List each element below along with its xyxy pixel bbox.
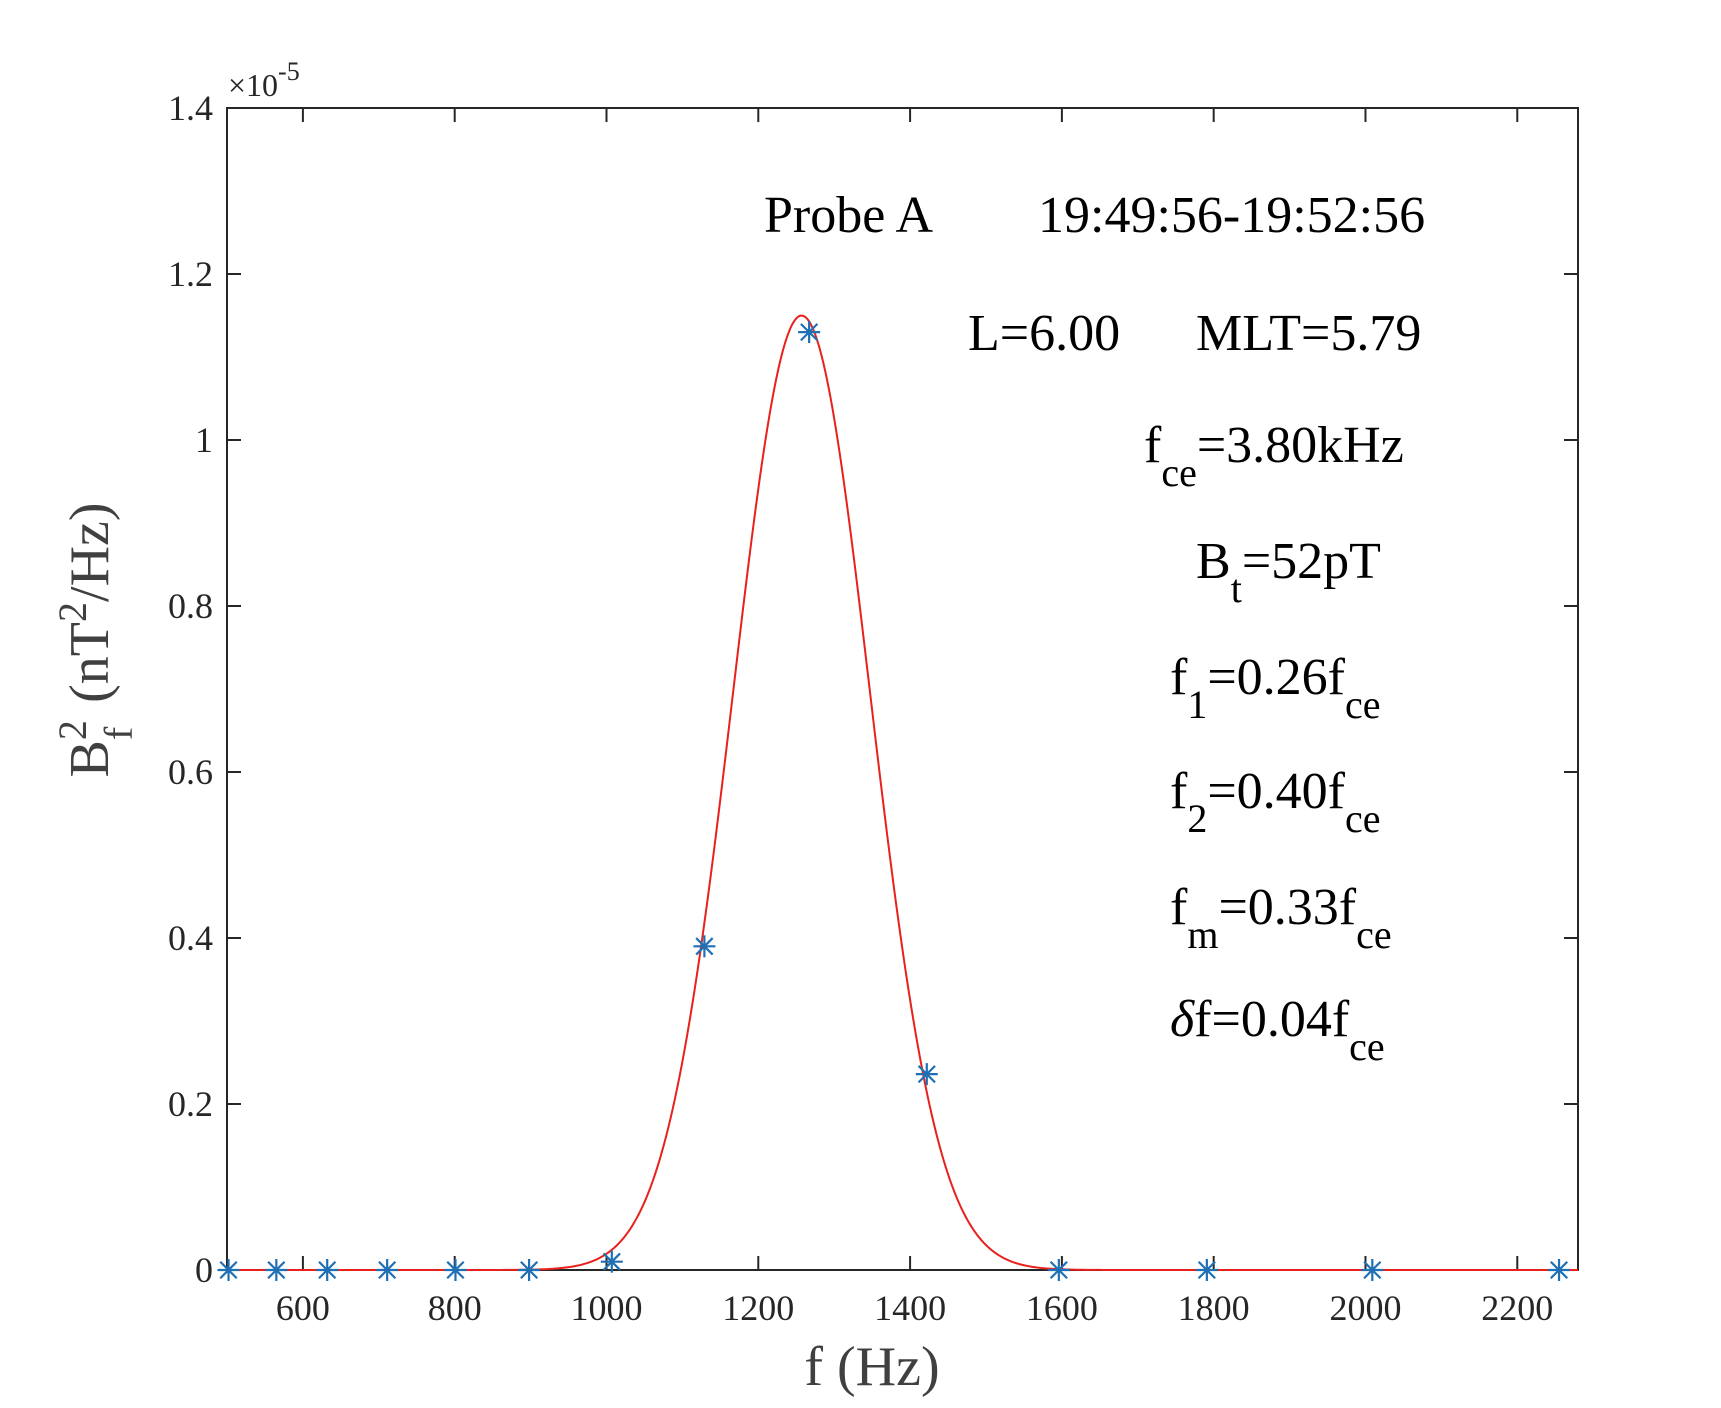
annotation-f1: f1=0.26fce bbox=[1170, 649, 1381, 727]
annotation-probe: Probe A bbox=[764, 187, 933, 244]
data-point bbox=[915, 1063, 938, 1086]
y-axis-label: B2f(nT2/Hz) bbox=[50, 502, 141, 777]
annotation-fce: fce=3.80kHz bbox=[1144, 417, 1404, 495]
annotation-f1-rest: =0.26f bbox=[1207, 649, 1345, 706]
y-tick-label: 0.8 bbox=[168, 586, 213, 626]
data-point bbox=[1548, 1259, 1571, 1281]
y-exponent-base: ×10 bbox=[228, 67, 278, 103]
annotation-f2: f2=0.40fce bbox=[1170, 763, 1381, 841]
annotation-fce-main: f bbox=[1144, 417, 1162, 474]
data-point-stroke bbox=[602, 1252, 621, 1271]
annotation-L: L=6.00 bbox=[968, 305, 1120, 362]
annotation-Bt-rest: =52pT bbox=[1242, 533, 1381, 590]
y-tick-label: 0 bbox=[195, 1250, 213, 1290]
tick-labels-group: 600 800 1000 1200 1400 1600 1800 2000 2200 0 0.2 0.… bbox=[168, 88, 1553, 1328]
data-point-stroke bbox=[219, 1260, 238, 1280]
annotation-time: 19:49:56-19:52:56 bbox=[1038, 187, 1425, 244]
y-exponent-label: ×10-5 bbox=[228, 57, 300, 103]
annotation-Bt-sub: t bbox=[1231, 566, 1242, 611]
annotation-f1-sub: 1 bbox=[1187, 682, 1207, 727]
x-tick-label: 600 bbox=[276, 1288, 330, 1328]
data-point-stroke bbox=[446, 1260, 465, 1280]
data-point-stroke bbox=[1363, 1260, 1382, 1280]
x-tick-label: 2200 bbox=[1481, 1288, 1553, 1328]
x-tick-label: 1000 bbox=[570, 1288, 642, 1328]
annotation-fce-sub: ce bbox=[1161, 450, 1197, 495]
y-axis-label-unit-b: /Hz) bbox=[59, 502, 121, 602]
data-point bbox=[1047, 1259, 1070, 1281]
data-point bbox=[444, 1259, 467, 1281]
y-tick-label: 1.2 bbox=[168, 254, 213, 294]
data-point-stroke bbox=[267, 1260, 286, 1280]
annotation-df-sub2: ce bbox=[1349, 1024, 1385, 1069]
data-point bbox=[518, 1259, 541, 1281]
data-markers-group bbox=[217, 321, 1571, 1281]
annotation-Bt: Bt=52pT bbox=[1196, 533, 1381, 611]
annotation-fm-sub: m bbox=[1187, 912, 1218, 957]
annotation-df: δf=0.04fce bbox=[1170, 991, 1385, 1069]
x-tick-label: 1400 bbox=[874, 1288, 946, 1328]
data-point-stroke bbox=[520, 1260, 539, 1280]
y-tick-label: 0.6 bbox=[168, 752, 213, 792]
data-point bbox=[1361, 1259, 1384, 1281]
data-point bbox=[798, 321, 821, 344]
annotation-f2-rest: =0.40f bbox=[1207, 763, 1345, 820]
data-point-stroke bbox=[1550, 1260, 1569, 1280]
annotation-fm: fm=0.33fce bbox=[1170, 879, 1392, 957]
data-point-stroke bbox=[695, 937, 714, 956]
x-tick-label: 1200 bbox=[722, 1288, 794, 1328]
y-axis-label-exp: 2 bbox=[50, 720, 95, 740]
y-tick-label: 1.4 bbox=[168, 88, 213, 128]
data-point-stroke bbox=[378, 1260, 397, 1280]
y-exponent-power: -5 bbox=[278, 57, 300, 86]
x-tick-label: 2000 bbox=[1329, 1288, 1401, 1328]
x-tick-label: 1600 bbox=[1026, 1288, 1098, 1328]
annotation-fm-rest: =0.33f bbox=[1218, 879, 1356, 936]
x-tick-label: 1800 bbox=[1178, 1288, 1250, 1328]
svg-text:B2f(nT2/Hz): B2f(nT2/Hz) bbox=[50, 502, 141, 777]
y-axis-label-unit-exp: 2 bbox=[50, 602, 95, 622]
data-point-stroke bbox=[800, 323, 819, 342]
annotation-fm-sub2: ce bbox=[1356, 912, 1392, 957]
y-tick-label: 0.2 bbox=[168, 1084, 213, 1124]
data-point bbox=[316, 1259, 339, 1281]
y-tick-label: 0.4 bbox=[168, 918, 213, 958]
data-point bbox=[265, 1259, 288, 1281]
annotation-f2-main: f bbox=[1170, 763, 1188, 820]
annotation-df-rest: f=0.04f bbox=[1194, 991, 1350, 1048]
annotation-f1-sub2: ce bbox=[1345, 682, 1381, 727]
y-axis-label-unit-a: (nT bbox=[59, 622, 121, 703]
data-point bbox=[217, 1259, 240, 1281]
x-axis-label: f (Hz) bbox=[804, 1336, 939, 1398]
x-tick-label: 800 bbox=[428, 1288, 482, 1328]
data-point bbox=[600, 1250, 623, 1273]
annotation-f2-sub: 2 bbox=[1187, 796, 1207, 841]
axes-box bbox=[226, 107, 1579, 1271]
annotation-fce-rest: =3.80kHz bbox=[1197, 417, 1404, 474]
y-axis-label-main: B bbox=[59, 740, 121, 777]
annotation-f2-sub2: ce bbox=[1345, 796, 1381, 841]
data-point bbox=[1195, 1259, 1218, 1281]
data-point bbox=[376, 1259, 399, 1281]
data-point-stroke bbox=[917, 1065, 936, 1084]
annotation-MLT: MLT=5.79 bbox=[1196, 305, 1421, 362]
data-point-stroke bbox=[1197, 1260, 1216, 1280]
annotation-Bt-main: B bbox=[1196, 533, 1231, 590]
annotation-fm-main: f bbox=[1170, 879, 1188, 936]
y-axis-label-sub: f bbox=[96, 726, 141, 740]
data-point-stroke bbox=[1049, 1260, 1068, 1280]
data-point bbox=[693, 935, 716, 958]
y-tick-label: 1 bbox=[195, 420, 213, 460]
annotation-f1-main: f bbox=[1170, 649, 1188, 706]
annotation-df-main: δ bbox=[1170, 991, 1195, 1048]
data-point-stroke bbox=[318, 1260, 337, 1280]
